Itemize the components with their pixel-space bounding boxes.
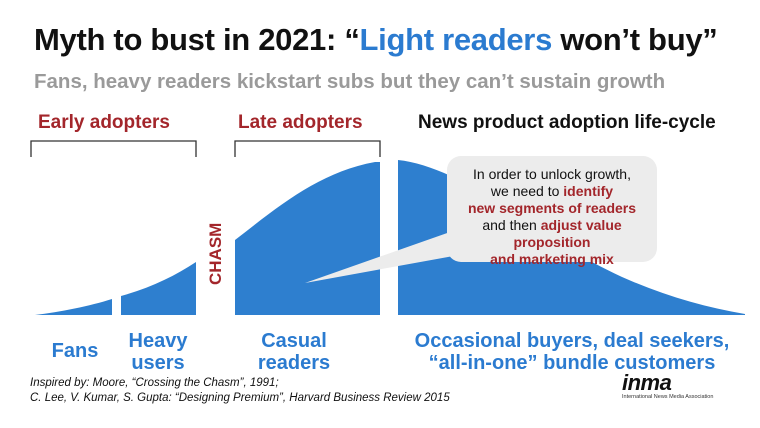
page-subtitle: Fans, heavy readers kickstart subs but t…: [34, 70, 666, 93]
callout-line-4: and then adjust value: [447, 217, 657, 234]
segment-label-line: Occasional buyers, deal seekers,: [414, 330, 730, 352]
footnote-line-2: C. Lee, V. Kumar, S. Gupta: “Designing P…: [30, 392, 450, 404]
segment-label-line: Casual: [261, 330, 327, 352]
callout-text: and then: [482, 217, 541, 233]
callout-line-6: and marketing mix: [490, 251, 614, 267]
logo-tagline: International News Media Association: [622, 394, 714, 400]
title-prefix: Myth to bust in 2021: “: [34, 22, 360, 57]
curve-segment-late-adopters: [235, 162, 380, 315]
callout-line-3: new segments of readers: [467, 200, 637, 216]
callout-text: we need to: [490, 183, 564, 199]
callout-highlight: identify: [563, 183, 614, 199]
page-title: Myth to bust in 2021: “Light readers won…: [34, 22, 718, 58]
curve-segment-fans: [35, 299, 112, 315]
segment-label-line: users: [131, 352, 185, 374]
chasm-label-box: CHASM: [206, 223, 225, 285]
callout-line-5: proposition: [513, 234, 591, 250]
callout-line-2: we need to identify: [447, 183, 657, 200]
lifecycle-heading: News product adoption life-cycle: [418, 112, 716, 133]
early-adopters-heading: Early adopters: [38, 112, 170, 133]
callout-highlight: adjust value: [540, 217, 622, 233]
title-suffix: won’t buy”: [552, 22, 718, 57]
callout-pointer: [305, 225, 470, 283]
callout-line-1: In order to unlock growth,: [473, 166, 631, 182]
segment-label-casual-readers: Casual readers: [234, 330, 354, 374]
logo-wordmark: inma: [622, 370, 672, 395]
segment-label-line: “all-in-one” bundle customers: [428, 352, 716, 374]
early-adopters-bracket: [30, 140, 197, 157]
segment-label-line: readers: [257, 352, 331, 374]
chasm-label: CHASM: [206, 223, 225, 285]
title-accent: Light readers: [359, 22, 553, 57]
callout-box: In order to unlock growth, we need to id…: [447, 156, 657, 267]
segment-label-fans: Fans: [51, 340, 99, 362]
footnote: Inspired by: Moore, “Crossing the Chasm”…: [30, 376, 450, 406]
segment-label-heavy-users: Heavy users: [118, 330, 198, 374]
footnote-line-1: Inspired by: Moore, “Crossing the Chasm”…: [30, 377, 279, 389]
curve-segment-heavy-users: [121, 262, 196, 315]
late-adopters-heading: Late adopters: [238, 112, 363, 133]
segment-label-line: Heavy: [128, 330, 188, 352]
late-adopters-bracket: [234, 140, 381, 157]
segment-label-occasional-buyers: Occasional buyers, deal seekers, “all-in…: [392, 330, 752, 374]
inma-logo: inma International News Media Associatio…: [622, 372, 742, 402]
